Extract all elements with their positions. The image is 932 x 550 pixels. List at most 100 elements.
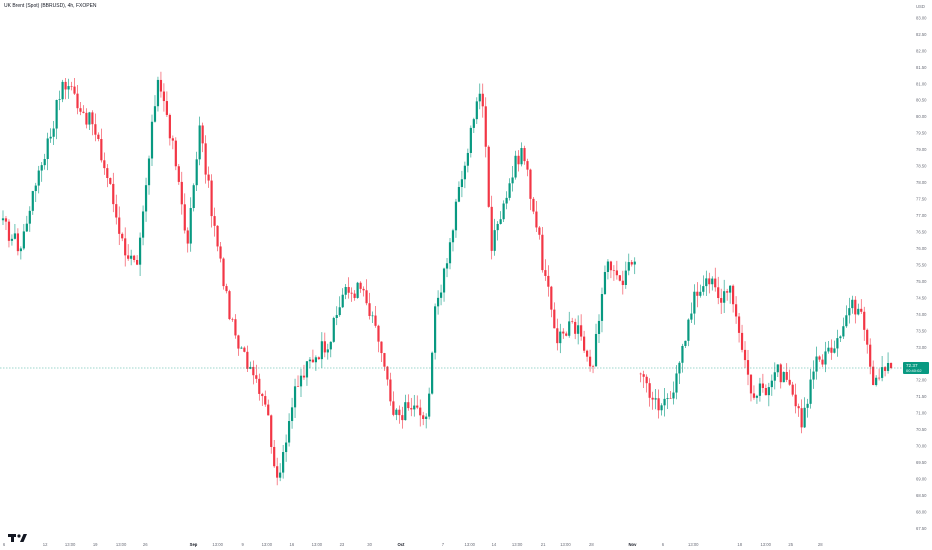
candle-body	[171, 138, 174, 141]
candle-body	[61, 81, 64, 100]
candle-body	[833, 348, 836, 353]
candle-body	[857, 308, 860, 315]
candle-body	[866, 329, 869, 345]
candle-body	[511, 177, 514, 184]
candle-body	[720, 298, 723, 303]
candle-body	[612, 270, 615, 271]
candle-body	[642, 374, 645, 377]
candle-body	[740, 332, 744, 350]
candle-body	[800, 408, 803, 428]
candle-body	[16, 233, 19, 252]
candle-body	[43, 159, 46, 166]
candle-body	[562, 331, 565, 334]
candle-body	[791, 384, 794, 395]
candle-body	[428, 393, 431, 417]
candle-body	[338, 307, 341, 316]
candle-body	[255, 375, 258, 379]
x-tick-label: 30	[367, 542, 372, 547]
candle-body	[693, 291, 696, 314]
y-tick-label: 75.50	[916, 262, 927, 267]
y-tick-label: 74.00	[916, 312, 927, 317]
candle-body	[815, 356, 818, 372]
candle-body	[520, 148, 523, 165]
y-tick-label: 78.00	[916, 180, 927, 185]
candle-body	[448, 242, 452, 264]
y-tick-label: 67.50	[916, 526, 927, 531]
candle-body	[296, 386, 300, 387]
candle-body	[213, 216, 216, 226]
candle-body	[445, 263, 449, 269]
candle-body	[109, 177, 112, 184]
candle-body	[532, 198, 535, 212]
candle-body	[499, 219, 502, 224]
candle-body	[755, 395, 759, 398]
candle-body	[743, 349, 747, 361]
candle-body	[413, 405, 416, 410]
candle-body	[514, 155, 517, 178]
candle-body	[633, 261, 636, 265]
candle-body	[574, 321, 577, 334]
candle-body	[389, 379, 392, 402]
candle-body	[878, 377, 881, 379]
candle-body	[40, 165, 43, 171]
candle-body	[782, 371, 785, 383]
candle-body	[305, 361, 309, 378]
candle-body	[824, 351, 827, 365]
candle-body	[198, 125, 201, 160]
candle-body	[383, 353, 386, 367]
tradingview-logo-icon	[8, 534, 27, 542]
candle-body	[568, 321, 571, 336]
candle-body	[645, 376, 648, 384]
y-tick-label: 68.00	[916, 509, 927, 514]
candle-body	[621, 280, 624, 286]
candle-body	[133, 255, 136, 260]
y-tick-label: 77.00	[916, 213, 927, 218]
candle-body	[889, 362, 893, 369]
candle-body	[517, 155, 520, 165]
candle-body	[168, 114, 171, 139]
candle-body	[64, 81, 67, 90]
candle-body	[377, 325, 380, 342]
candle-body	[803, 407, 806, 428]
candle-body	[410, 408, 413, 410]
candle-body	[317, 357, 320, 360]
y-tick-label: 75.00	[916, 279, 927, 284]
candle-body	[422, 415, 425, 420]
candle-body	[600, 294, 604, 321]
candle-body	[460, 179, 464, 188]
candle-body	[112, 183, 115, 205]
candle-body	[681, 345, 684, 363]
candle-body	[806, 403, 809, 408]
candle-body	[475, 101, 478, 120]
candle-body	[353, 293, 356, 298]
y-tick-label: 73.00	[916, 345, 927, 350]
y-tick-label: 71.50	[916, 394, 927, 399]
candle-body	[398, 409, 401, 416]
candle-body	[454, 201, 458, 231]
candle-body	[451, 230, 455, 243]
candle-body	[818, 356, 821, 360]
candle-body	[764, 387, 767, 396]
candle-body	[773, 372, 776, 381]
candle-body	[886, 362, 890, 371]
x-tick-label: 13:00	[312, 542, 323, 547]
candle-body	[287, 421, 291, 443]
candle-body	[851, 299, 854, 309]
y-tick-label: 72.00	[916, 378, 927, 383]
current-price-badge	[903, 362, 929, 375]
candle-body	[34, 185, 37, 192]
candle-body	[737, 316, 741, 333]
candle-body	[505, 197, 508, 204]
candle-body	[115, 204, 118, 218]
y-tick-label: 82.00	[916, 48, 927, 53]
x-tick-label: 25	[788, 542, 793, 547]
candle-body	[696, 291, 699, 296]
candle-body	[547, 275, 550, 287]
candle-body	[159, 79, 163, 92]
candle-body	[571, 321, 574, 322]
candle-body	[591, 366, 595, 367]
x-tick-label: 13:00	[512, 542, 523, 547]
y-tick-label: 74.50	[916, 295, 927, 300]
x-tick-label: 13:00	[212, 542, 223, 547]
